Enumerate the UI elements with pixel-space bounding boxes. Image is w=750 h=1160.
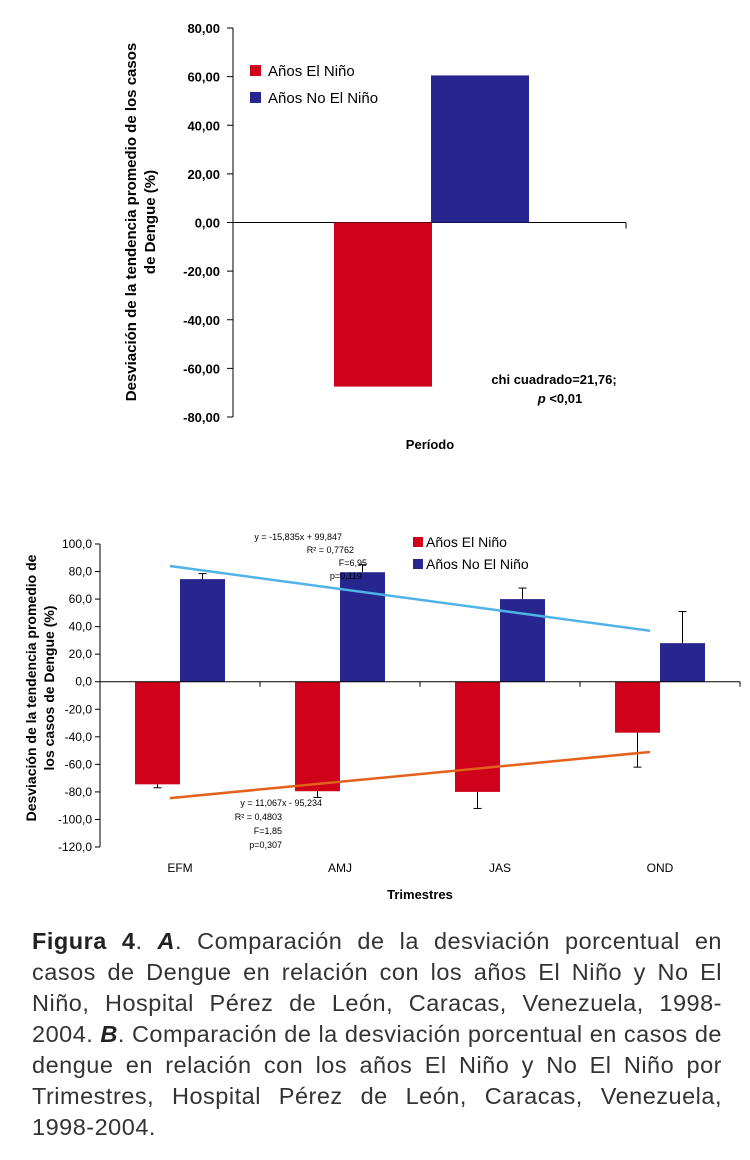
y-axis-label-line1: Desviación de la tendencia promedio de l… [123,43,140,401]
y-tick-label: 80,00 [187,21,220,36]
y-tick-label: -40,00 [183,313,220,328]
bar-el-nino [334,222,432,387]
y-tick-label: -100,0 [58,812,92,826]
y-axis-label-line1: Desviación de la tendencia promedio de [23,554,39,821]
x-tick-label: OND [647,861,674,875]
caption-panel-a: A [157,928,176,954]
y-tick-label: -60,00 [183,361,220,376]
legend-label: Años No El Niño [426,556,529,572]
chart-b: 100,0 80,0 60,0 40,0 20,0 0,0 -20,0 -40,0 -60,0 -… [23,532,741,902]
trendline-no-el-nino [169,564,651,633]
trendline-stat-no-el-nino: R² = 0,7762 [307,545,354,555]
caption-sep: . [135,928,158,954]
x-axis-label: Trimestres [387,887,453,902]
trendline-stat-el-nino: y = 11,067x - 95,234 [240,798,322,808]
y-tick-label: -60,0 [65,757,93,771]
figure-caption: Figura 4. A. Comparación de la desviació… [32,926,722,1143]
legend-swatch [250,65,261,76]
trendline-stat-no-el-nino: F=6,95 [339,558,367,568]
legend-label: Años El Niño [426,534,507,550]
p-threshold: <0,01 [549,391,582,406]
y-tick-label: -80,0 [65,785,93,799]
p-symbol: p [537,391,550,406]
y-tick-label: -80,00 [183,410,220,425]
trendline-stat-el-nino: F=1,85 [254,826,282,836]
legend-swatch [250,92,261,103]
y-tick-label: -120,0 [58,840,92,854]
trendline-stat-el-nino: p=0,307 [249,840,282,850]
legend-swatch [413,559,423,569]
p-value-annotation: p <0,01 [537,391,582,406]
bar-el-nino-efm [135,681,180,785]
figure-label: Figura 4 [32,928,136,954]
x-tick-label: JAS [489,861,511,875]
legend-swatch [413,537,423,547]
bar-el-nino-jas [455,681,500,792]
bar-el-nino-ond [615,681,660,733]
y-tick-label: 0,00 [195,216,220,231]
y-tick-label: -20,00 [183,264,220,279]
y-axis-label-line2: los casos de Dengue (%) [41,606,57,771]
y-tick-label: 0,0 [75,675,92,689]
y-tick-label: -40,0 [65,730,93,744]
trendline-stat-no-el-nino: y = -15,835x + 99,847 [254,532,342,542]
y-tick-label: 40,00 [187,118,220,133]
y-tick-label: 60,0 [69,592,93,606]
bar-no-el-nino [431,75,529,223]
caption-text-a: . Comparación de la desviación porcentua… [32,928,722,1047]
y-axis-label-line2: de Dengue (%) [142,170,159,274]
caption-panel-b: B [100,1021,118,1047]
y-tick-label: -20,0 [65,702,93,716]
chi-square-annotation: chi cuadrado=21,76; [491,372,616,387]
x-tick-label: AMJ [328,861,352,875]
chart-a: 80,00 60,00 40,00 20,00 0,00 -20,00 -40,00 -60,… [123,21,627,452]
legend-label: Años El Niño [268,63,355,80]
bar-no-el-nino-efm [180,579,225,682]
caption-text-b: . Comparación de la desviación porcentua… [32,1021,722,1140]
x-tick-label: EFM [167,861,192,875]
x-axis-label: Período [406,437,454,452]
trendline-stat-el-nino: R² = 0,4803 [235,812,282,822]
trendline-stat-no-el-nino: p=0,119 [330,571,362,581]
bar-el-nino-amj [295,681,340,792]
y-tick-label: 20,00 [187,167,220,182]
y-tick-label: 20,0 [69,647,93,661]
y-tick-label: 100,0 [62,537,92,551]
y-tick-label: 60,00 [187,70,220,85]
y-tick-label: 80,0 [69,565,93,579]
bar-no-el-nino-ond [660,643,705,682]
trendline-el-nino [169,750,651,800]
y-tick-label: 40,0 [69,620,93,634]
legend-label: Años No El Niño [268,90,378,107]
